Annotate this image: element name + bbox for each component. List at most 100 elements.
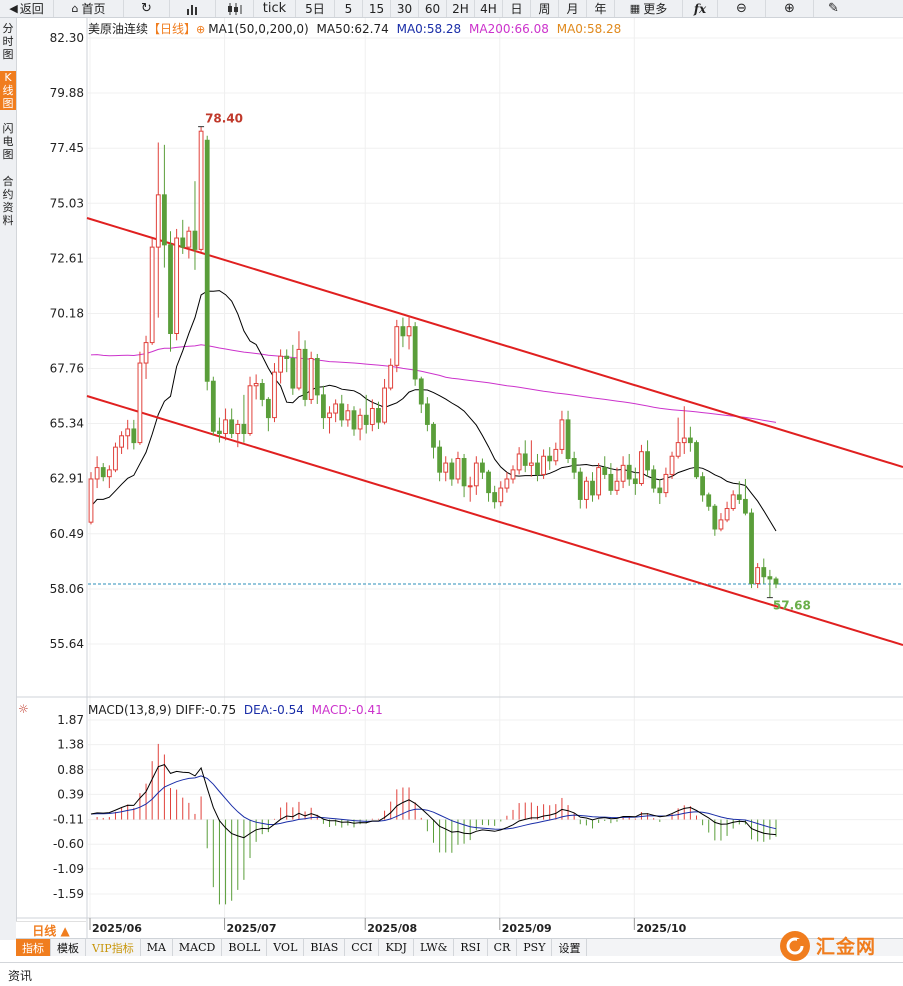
candle-body	[730, 494, 736, 510]
home-button[interactable]: ⌂ 首页	[54, 0, 124, 17]
draw-button[interactable]: ✎	[814, 0, 853, 17]
more-button[interactable]: ▦ 更多	[615, 0, 683, 17]
period-15min[interactable]: 15	[363, 0, 391, 17]
kline-chart[interactable]: 82.30 79.88 77.45 75.03 72.61 70.18 67.76 65.34…	[0, 0, 903, 938]
macd-tick-label: -0.11	[53, 813, 84, 827]
candle-body	[675, 442, 681, 457]
indicator-tab[interactable]: 模板	[51, 939, 86, 956]
candle-body	[541, 455, 546, 475]
candle-body	[278, 355, 283, 373]
candle-body	[461, 458, 467, 487]
candle-body	[504, 478, 510, 489]
period-year[interactable]: 年	[587, 0, 615, 17]
indicator-tab[interactable]: MACD	[173, 939, 223, 956]
macd-settings-icon[interactable]: ☼	[18, 702, 29, 716]
candle-body	[168, 244, 173, 334]
indicator-tab[interactable]: PSY	[517, 939, 553, 956]
macd-tick-label: -1.59	[53, 887, 84, 901]
indicator-tab[interactable]: VOL	[267, 939, 305, 956]
tab-timeshare[interactable]: 分时图	[2, 22, 14, 61]
channel-lower	[86, 395, 903, 646]
ma50-value: MA50:62.74	[316, 22, 389, 36]
candle-body	[394, 326, 400, 366]
period-60min[interactable]: 60	[419, 0, 447, 17]
back-button[interactable]: ◀ 返回	[0, 0, 54, 17]
candle-body	[761, 567, 767, 578]
zoom-in-button[interactable]: ⊕	[766, 0, 814, 17]
period-week[interactable]: 周	[531, 0, 559, 17]
candle-body	[522, 453, 528, 466]
home-icon: ⌂	[71, 2, 79, 15]
y-tick-label: 62.91	[50, 472, 84, 486]
tick-button[interactable]: tick	[254, 0, 296, 17]
candle-body	[284, 355, 290, 360]
chart-view-button[interactable]	[170, 0, 216, 17]
formula-button[interactable]: fx	[683, 0, 718, 17]
indicator-tab[interactable]: CCI	[345, 939, 380, 956]
candle-body	[314, 358, 320, 396]
day-line-button[interactable]: 日线 ▲	[16, 921, 86, 938]
candle-body	[620, 464, 626, 482]
indicator-tab[interactable]: LW&	[414, 939, 455, 956]
indicator-tab[interactable]: 指标	[16, 939, 51, 956]
period-4h[interactable]: 4H	[475, 0, 503, 17]
zoom-in-icon: ⊕	[784, 1, 795, 16]
period-5min[interactable]: 5	[335, 0, 363, 17]
candle-body	[333, 403, 339, 414]
candle-body	[180, 237, 186, 248]
candle-body	[302, 348, 308, 400]
info-tab[interactable]: 资讯	[8, 969, 33, 983]
indicator-tab[interactable]: RSI	[454, 939, 488, 956]
period-day[interactable]: 日	[503, 0, 531, 17]
indicator-tab[interactable]: CR	[488, 939, 518, 956]
high-label: 78.40	[205, 112, 243, 126]
candle-body	[516, 453, 522, 471]
candle-body	[210, 380, 216, 432]
macd-tick-label: 0.39	[57, 787, 84, 801]
indicator-tab[interactable]: MA	[141, 939, 173, 956]
indicator-tab[interactable]: VIP指标	[86, 939, 141, 956]
candle-body	[198, 130, 204, 250]
candles	[88, 126, 779, 598]
candle-body	[584, 480, 589, 500]
tab-flash[interactable]: 闪电图	[2, 122, 14, 161]
indicator-tab[interactable]: BIAS	[304, 939, 346, 956]
candle-body	[369, 408, 375, 425]
indicator-tab[interactable]: KDJ	[379, 939, 414, 956]
more-label: 更多	[643, 2, 668, 16]
refresh-button[interactable]: ↻	[124, 0, 170, 17]
candle-body	[363, 414, 369, 425]
candle-body	[559, 419, 565, 450]
candle-body	[290, 358, 296, 389]
zoom-out-button[interactable]: ⊖	[718, 0, 766, 17]
candle-body	[149, 246, 155, 344]
candle-body	[639, 451, 644, 485]
candle-body	[773, 578, 779, 585]
candle-body	[94, 467, 100, 480]
period-5day[interactable]: 5日	[296, 0, 335, 17]
macd-tick-label: 0.88	[57, 763, 84, 777]
tab-kline[interactable]: K线图	[0, 71, 16, 110]
period-2h[interactable]: 2H	[447, 0, 475, 17]
period-30min[interactable]: 30	[391, 0, 419, 17]
candle-body	[480, 462, 485, 473]
low-label: 57.68	[773, 599, 811, 613]
ma200-value: MA200:66.08	[469, 22, 549, 36]
period-month[interactable]: 月	[559, 0, 587, 17]
candle-body	[492, 492, 498, 503]
indicator-tab[interactable]: BOLL	[222, 939, 268, 956]
settings-icon[interactable]: ⊕	[196, 23, 206, 36]
candle-body	[418, 378, 424, 405]
indicator-tab[interactable]: 设置	[552, 939, 588, 956]
tab-contract[interactable]: 合约资料	[2, 175, 14, 227]
price-labels: 78.40 57.68	[198, 112, 811, 613]
candle-view-button[interactable]	[216, 0, 254, 17]
candle-body	[657, 487, 663, 494]
candle-body	[565, 419, 571, 460]
candle-body	[125, 428, 131, 437]
candle-body	[608, 473, 614, 491]
candle-body	[321, 394, 326, 419]
candle-body	[510, 469, 516, 480]
x-tick-label: 2025/09	[502, 922, 552, 935]
candle-body	[498, 487, 504, 503]
